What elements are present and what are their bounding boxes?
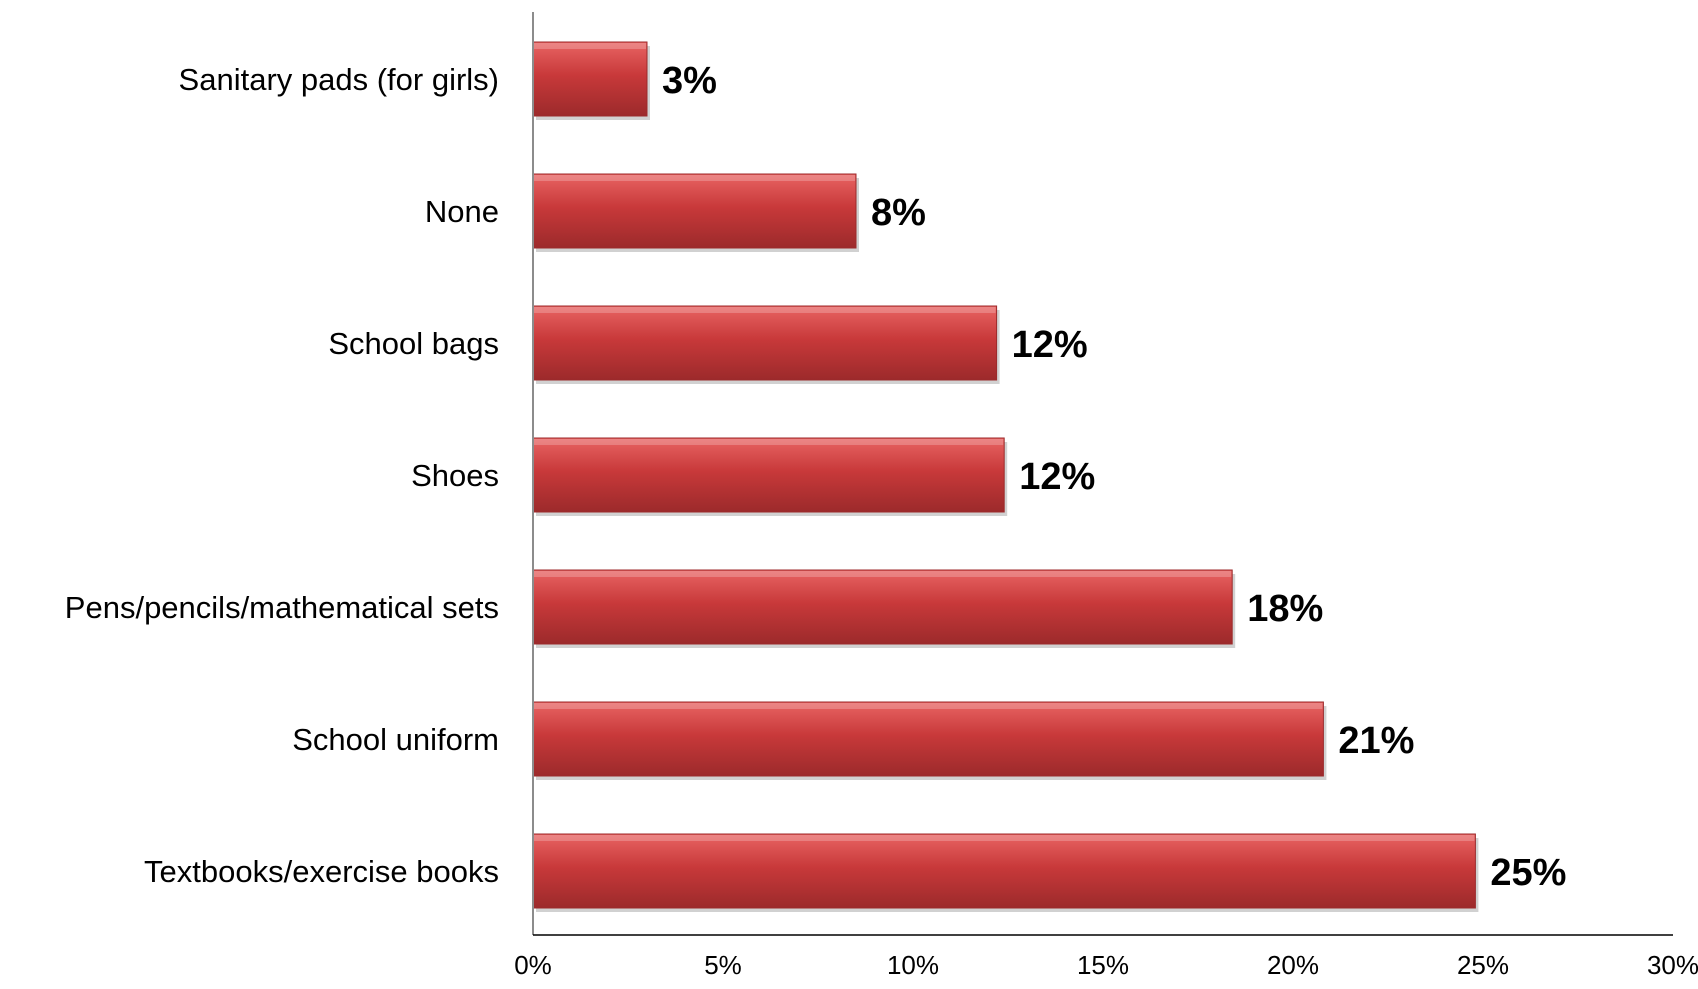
data-label: 8% — [871, 192, 926, 234]
bar — [532, 41, 648, 117]
bar-highlight — [534, 439, 1004, 445]
data-label: 21% — [1338, 720, 1414, 762]
bar — [532, 305, 998, 381]
data-label: 12% — [1012, 324, 1088, 366]
x-tick-label: 20% — [1267, 950, 1319, 980]
data-label: 25% — [1490, 852, 1566, 894]
labels-group: Sanitary pads (for girls) 3% None 8% School … — [65, 60, 1698, 980]
category-label: Shoes — [411, 458, 499, 493]
x-tick-label: 30% — [1647, 950, 1698, 980]
category-label: School bags — [328, 326, 499, 361]
bar-highlight — [534, 703, 1323, 709]
bar — [532, 437, 1005, 513]
category-label: Textbooks/exercise books — [144, 854, 499, 889]
bar-highlight — [534, 175, 855, 181]
bar — [532, 569, 1233, 645]
bar-highlight — [534, 835, 1475, 841]
bar-highlight — [534, 571, 1232, 577]
axes-group — [532, 12, 1673, 936]
x-tick-label: 5% — [704, 950, 742, 980]
bar — [532, 173, 857, 249]
bars-group — [532, 41, 1479, 912]
bar-highlight — [534, 307, 996, 313]
bar-highlight — [534, 43, 646, 49]
category-label: None — [425, 194, 499, 229]
data-label: 12% — [1019, 456, 1095, 498]
x-tick-label: 15% — [1077, 950, 1129, 980]
data-label: 3% — [662, 60, 717, 102]
bar — [532, 833, 1476, 909]
bar — [532, 701, 1324, 777]
x-tick-label: 0% — [514, 950, 552, 980]
x-tick-label: 25% — [1457, 950, 1509, 980]
x-tick-label: 10% — [887, 950, 939, 980]
category-label: Sanitary pads (for girls) — [179, 62, 499, 97]
category-label: Pens/pencils/mathematical sets — [65, 590, 499, 625]
data-label: 18% — [1247, 588, 1323, 630]
category-label: School uniform — [292, 722, 499, 757]
